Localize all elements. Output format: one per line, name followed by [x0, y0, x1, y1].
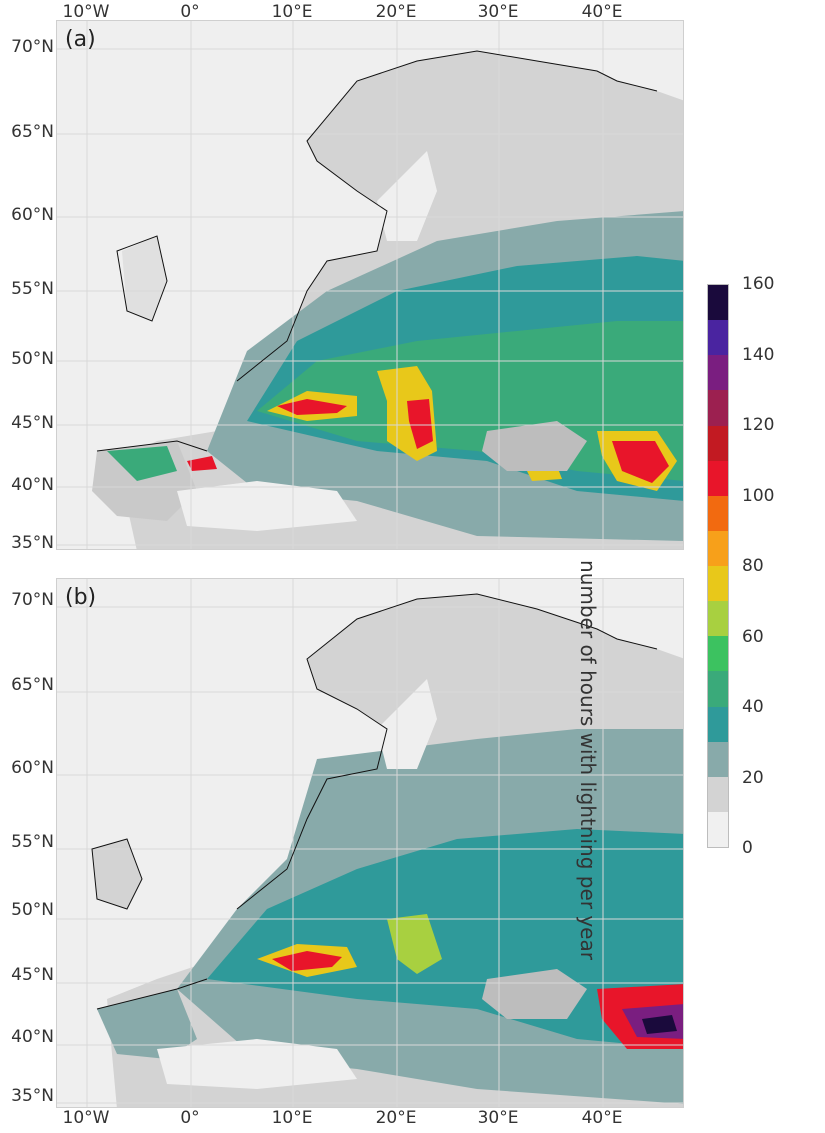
colorbar-segment [708, 530, 728, 566]
colorbar-segment [708, 425, 728, 461]
colorbar-segment [708, 636, 728, 672]
colorbar-tick: 140 [742, 345, 775, 365]
colorbar-segment [708, 285, 728, 321]
lon-label: 20°E [375, 2, 417, 22]
mediterranean-sea [177, 481, 357, 531]
colorbar-segment [708, 601, 728, 637]
lon-label: 40°E [581, 2, 623, 22]
lon-label: 0° [180, 1108, 200, 1128]
colorbar-tick: 60 [742, 627, 764, 647]
colorbar-segment [708, 671, 728, 707]
lat-label: 50°N [11, 349, 54, 369]
lon-label: 10°W [62, 1108, 110, 1128]
map-b-canvas [57, 579, 683, 1107]
lat-label: 55°N [11, 279, 54, 299]
colorbar-segment [708, 706, 728, 742]
british-isles [122, 236, 167, 321]
lat-label: 45°N [11, 965, 54, 985]
coastline [91, 593, 658, 1010]
lon-label: 0° [180, 2, 200, 22]
lat-label: 50°N [11, 900, 54, 920]
black-sea [482, 421, 587, 471]
colorbar-tick: 40 [742, 697, 764, 717]
panel-label-b: (b) [65, 585, 97, 610]
colorbar-segment [708, 390, 728, 426]
lat-label: 35°N [11, 1086, 54, 1106]
coastline [96, 50, 658, 452]
colorbar-segment [708, 741, 728, 777]
colorbar [707, 284, 729, 848]
lon-label: 10°E [271, 2, 313, 22]
lat-label: 70°N [11, 37, 54, 57]
colorbar-segment [708, 320, 728, 356]
colorbar-tick: 120 [742, 415, 775, 435]
graticule [57, 579, 683, 1107]
colorbar-tick: 160 [742, 274, 775, 294]
lon-label: 40°E [581, 1108, 623, 1128]
lat-label: 65°N [11, 122, 54, 142]
panel-label-a: (a) [65, 27, 96, 52]
lon-label: 20°E [375, 1108, 417, 1128]
colorbar-tick: 80 [742, 556, 764, 576]
colorbar-segment [708, 776, 728, 812]
lat-label: 40°N [11, 475, 54, 495]
lon-label: 30°E [477, 1108, 519, 1128]
lat-label: 65°N [11, 675, 54, 695]
lat-label: 45°N [11, 413, 54, 433]
colorbar-segment [708, 460, 728, 496]
colorbar-segment [708, 566, 728, 602]
map-panel-b: (b) [56, 578, 684, 1108]
colorbar-tick: 0 [742, 838, 753, 858]
lat-label: 40°N [11, 1027, 54, 1047]
black-sea [482, 969, 587, 1019]
mediterranean-sea [157, 1039, 357, 1089]
lat-label: 60°N [11, 205, 54, 225]
lon-label: 30°E [477, 2, 519, 22]
lon-label: 10°E [271, 1108, 313, 1128]
map-panel-a: (a) [56, 20, 684, 550]
colorbar-segment [708, 355, 728, 391]
lat-label: 35°N [11, 533, 54, 553]
graticule [57, 21, 683, 549]
lat-label: 55°N [11, 832, 54, 852]
british-isles [92, 839, 142, 909]
colorbar-tick: 100 [742, 486, 775, 506]
baltic-sea [377, 151, 437, 241]
map-a-canvas [57, 21, 683, 549]
lon-label: 10°W [62, 2, 110, 22]
colorbar-title: number of hours with lightning per year [576, 560, 600, 960]
lat-label: 70°N [11, 590, 54, 610]
baltic-sea [377, 679, 437, 769]
colorbar-segment [708, 495, 728, 531]
lat-label: 60°N [11, 758, 54, 778]
colorbar-segment [708, 811, 728, 847]
colorbar-tick: 20 [742, 768, 764, 788]
